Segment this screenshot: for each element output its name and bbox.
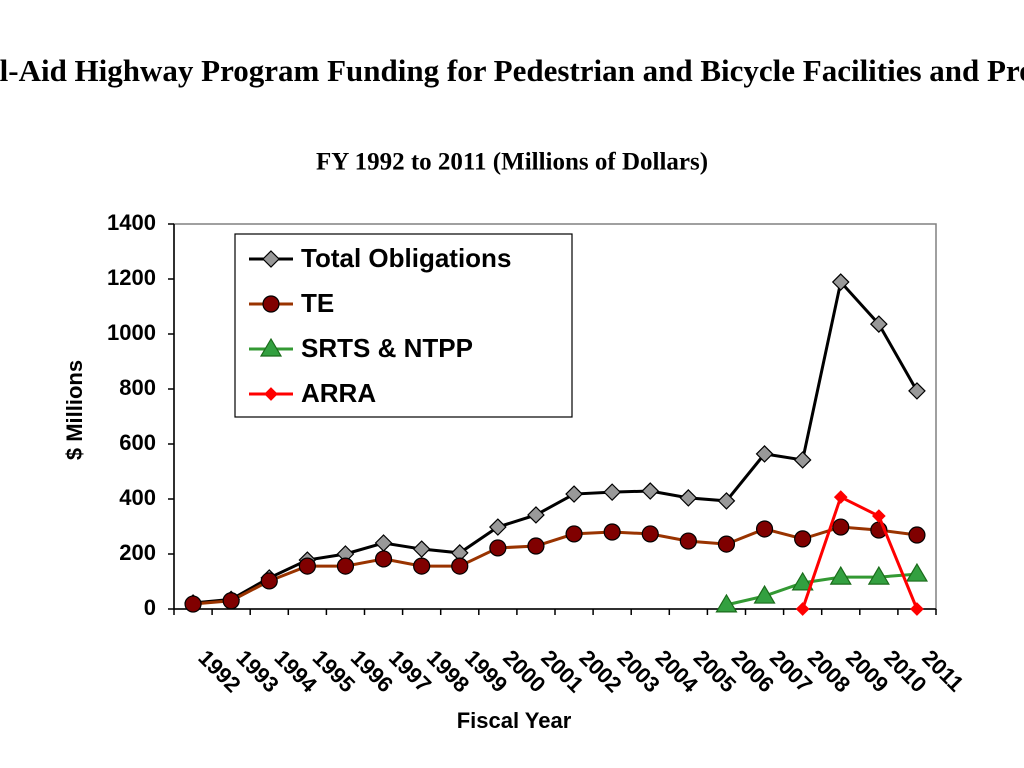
data-point <box>905 562 928 582</box>
data-point <box>908 526 926 544</box>
data-point <box>336 557 355 575</box>
data-point <box>829 565 852 585</box>
data-point <box>603 483 621 501</box>
data-point <box>910 602 924 616</box>
data-point <box>755 520 774 538</box>
x-tick-label: 1997 <box>384 645 436 697</box>
data-point <box>374 534 393 552</box>
data-point <box>717 492 736 510</box>
x-tick-label: 1999 <box>460 645 512 697</box>
data-point <box>833 490 848 504</box>
legend-marker <box>262 295 280 313</box>
x-tick-label: 2010 <box>879 645 931 697</box>
data-point <box>795 602 810 616</box>
x-tick-label: 2011 <box>917 645 968 696</box>
x-tick-label: 1996 <box>346 645 398 697</box>
y-tick-label: 1000 <box>107 320 156 345</box>
x-tick-label: 2006 <box>727 645 779 697</box>
y-tick-label: 1400 <box>107 210 156 235</box>
x-tick-label: 1995 <box>308 645 360 697</box>
x-tick-label: 1992 <box>193 645 245 697</box>
data-point <box>794 530 812 548</box>
y-tick-label: 400 <box>119 485 156 510</box>
y-tick-label: 600 <box>119 430 156 455</box>
legend-label: Total Obligations <box>301 243 511 273</box>
legend-label: ARRA <box>301 378 376 408</box>
x-tick-label: 2008 <box>803 645 855 697</box>
data-point <box>867 565 890 585</box>
legend-label: SRTS & NTPP <box>301 333 473 363</box>
data-point <box>413 557 431 575</box>
data-point <box>374 550 393 568</box>
y-tick-label: 1200 <box>107 265 156 290</box>
data-point <box>489 539 507 557</box>
data-point <box>565 485 583 503</box>
data-point <box>908 382 926 400</box>
y-axis-label: $ Millions <box>62 360 87 460</box>
y-tick-label: 800 <box>119 375 156 400</box>
x-tick-label: 2005 <box>689 645 741 697</box>
data-point <box>222 592 240 610</box>
data-point <box>832 518 850 536</box>
x-tick-label: 2001 <box>536 645 588 697</box>
data-point <box>793 451 812 469</box>
x-tick-label: 1998 <box>422 645 474 697</box>
data-point <box>641 525 659 543</box>
data-point <box>451 557 469 575</box>
data-point <box>715 593 738 613</box>
data-point <box>412 540 431 558</box>
x-tick-label: 1993 <box>232 645 284 697</box>
y-tick-label: 0 <box>144 595 156 620</box>
x-tick-label: 2007 <box>765 645 817 697</box>
x-tick-label: 1994 <box>270 645 323 698</box>
legend-marker <box>262 250 280 268</box>
legend-box <box>234 233 573 418</box>
legend-label: TE <box>301 288 334 318</box>
y-tick-label: 200 <box>119 540 156 565</box>
data-point <box>565 525 583 543</box>
chart-title: Federal-Aid Highway Program Funding for … <box>0 53 1024 88</box>
data-point <box>298 557 316 575</box>
x-tick-label: 2002 <box>574 645 626 697</box>
data-point <box>831 273 850 291</box>
series-line <box>801 494 919 610</box>
data-point <box>260 572 278 590</box>
data-point <box>753 584 776 604</box>
data-point <box>755 445 774 463</box>
chart-subtitle: FY 1992 to 2011 (Millions of Dollars) <box>316 149 708 176</box>
x-tick-label: 2004 <box>651 645 704 698</box>
x-axis-label: Fiscal Year <box>457 708 572 733</box>
data-point <box>641 482 660 500</box>
x-tick-label: 2000 <box>498 645 550 697</box>
data-point <box>870 315 888 333</box>
data-point <box>527 537 545 555</box>
legend-marker <box>264 387 278 401</box>
data-point <box>791 571 814 591</box>
data-point <box>872 509 886 523</box>
data-point <box>184 595 202 613</box>
series-line <box>726 572 918 607</box>
data-point <box>679 532 697 550</box>
x-tick-label: 2003 <box>613 645 665 697</box>
data-point <box>489 518 507 536</box>
legend-marker <box>259 337 283 357</box>
data-point <box>527 506 545 524</box>
data-point <box>679 489 698 507</box>
data-point <box>717 535 736 553</box>
data-point <box>603 523 621 541</box>
x-tick-label: 2009 <box>841 645 893 697</box>
